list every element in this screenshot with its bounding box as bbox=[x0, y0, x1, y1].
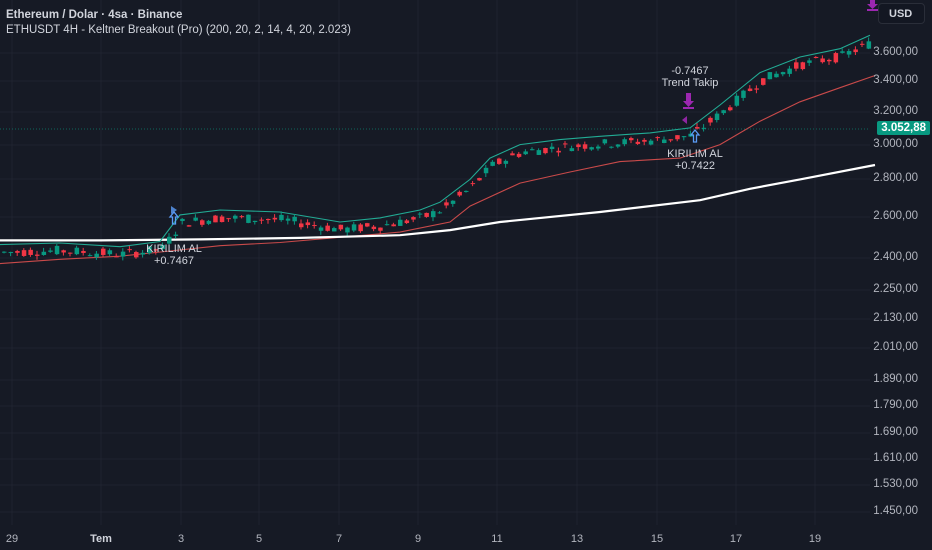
flag-marker-icon bbox=[171, 116, 687, 214]
price-tick-label: 3.000,00 bbox=[873, 138, 918, 150]
time-tick-label: 9 bbox=[414, 533, 422, 545]
time-tick-label: 13 bbox=[570, 533, 584, 545]
price-tick-label: 1.890,00 bbox=[873, 373, 918, 385]
candlestick-series bbox=[2, 37, 872, 261]
price-tick-label: 2.600,00 bbox=[873, 210, 918, 222]
time-tick-label: 7 bbox=[335, 533, 343, 545]
symbol-title[interactable]: Ethereum / Dolar · 4sa · Binance bbox=[6, 9, 183, 21]
price-tick-label: 1.690,00 bbox=[873, 426, 918, 438]
price-tick-label: 1.530,00 bbox=[873, 478, 918, 490]
sell-arrow-icon bbox=[867, 0, 878, 11]
signal-label-trend-1: -0.7467 Trend Takip bbox=[662, 65, 719, 89]
signal-line2: Trend Takip bbox=[661, 77, 719, 89]
indicator-title[interactable]: ETHUSDT 4H - Keltner Breakout (Pro) (200… bbox=[6, 24, 351, 36]
last-price-badge: 3.052,88 bbox=[877, 121, 930, 135]
time-tick-label: 5 bbox=[255, 533, 263, 545]
signal-label-buy-1: KIRILIM AL +0.7467 bbox=[146, 243, 202, 267]
signal-line1: -0.7467 bbox=[671, 65, 709, 77]
signal-line1: KIRILIM AL bbox=[667, 148, 723, 160]
signal-line2: +0.7467 bbox=[153, 255, 195, 267]
price-tick-label: 2.400,00 bbox=[873, 251, 918, 263]
price-tick-label: 2.010,00 bbox=[873, 341, 918, 353]
price-tick-label: 1.450,00 bbox=[873, 505, 918, 517]
price-tick-label: 3.400,00 bbox=[873, 74, 918, 86]
buy-arrow-icon bbox=[168, 210, 180, 225]
time-tick-label: 3 bbox=[177, 533, 185, 545]
currency-button[interactable]: USD bbox=[878, 3, 925, 24]
price-tick-label: 3.200,00 bbox=[873, 105, 918, 117]
lower-keltner-band bbox=[0, 74, 876, 265]
price-tick-label: 1.790,00 bbox=[873, 399, 918, 411]
price-tick-label: 2.250,00 bbox=[873, 283, 918, 295]
signal-line1: KIRILIM AL bbox=[146, 243, 202, 255]
signal-line2: +0.7422 bbox=[674, 160, 716, 172]
price-tick-label: 2.130,00 bbox=[873, 312, 918, 324]
price-tick-label: 1.610,00 bbox=[873, 452, 918, 464]
sell-arrow-icon bbox=[683, 93, 694, 109]
price-tick-label: 2.800,00 bbox=[873, 172, 918, 184]
chart-grid bbox=[0, 0, 870, 525]
time-tick-label: 17 bbox=[729, 533, 743, 545]
signal-label-buy-2: KIRILIM AL +0.7422 bbox=[667, 148, 723, 172]
time-tick-label: 15 bbox=[650, 533, 664, 545]
time-tick-label: 11 bbox=[491, 533, 503, 545]
time-tick-label: 19 bbox=[808, 533, 822, 545]
ema200-line bbox=[0, 163, 876, 242]
price-tick-label: 3.600,00 bbox=[873, 46, 918, 58]
buy-arrow-icon bbox=[689, 128, 701, 143]
time-tick-label: Tem bbox=[90, 533, 112, 545]
chart-legend: Ethereum / Dolar · 4sa · Binance ETHUSDT… bbox=[6, 8, 351, 38]
time-tick-label: 29 bbox=[5, 533, 19, 545]
